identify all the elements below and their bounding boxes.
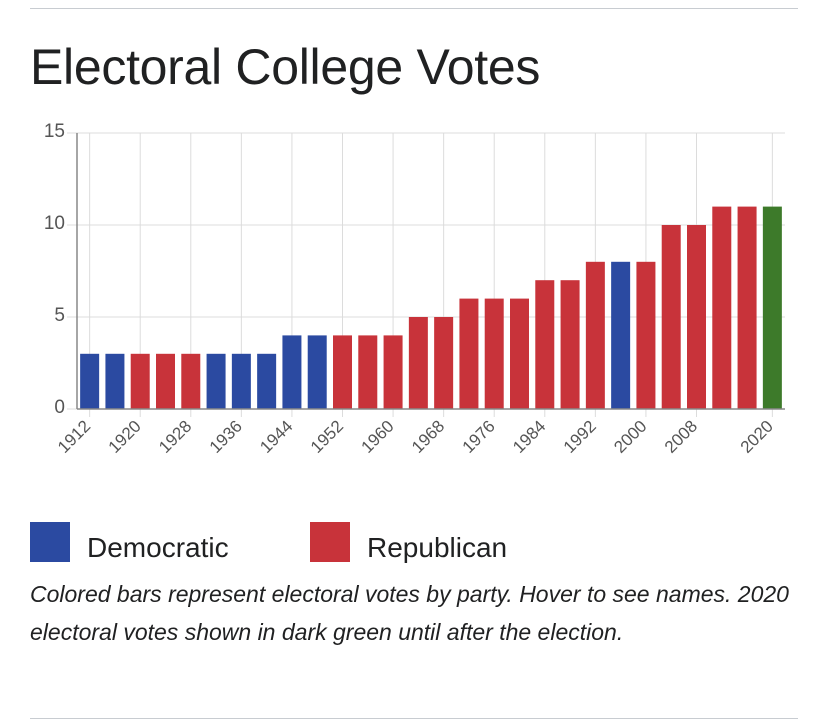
- bar-1928: [181, 353, 201, 409]
- bar-2020: [762, 206, 782, 409]
- top-divider: [30, 8, 798, 9]
- bar-1944: [282, 335, 302, 409]
- bar-1920: [130, 353, 150, 409]
- x-tick-label: 1936: [206, 417, 246, 457]
- x-tick-label: 2000: [610, 417, 650, 457]
- bar-1956: [358, 335, 378, 409]
- x-tick-label: 2008: [661, 417, 701, 457]
- bar-1916: [105, 353, 125, 409]
- bar-1932: [206, 353, 226, 409]
- y-tick-label: 5: [54, 305, 65, 326]
- x-tick-label: 1952: [307, 417, 347, 457]
- legend-label-democratic: Democratic: [87, 532, 229, 563]
- y-tick-label: 15: [44, 121, 65, 142]
- bar-1912: [80, 353, 100, 409]
- bar-1952: [333, 335, 352, 409]
- x-tick-label: 1928: [155, 417, 195, 457]
- x-tick-label: 1920: [105, 417, 145, 457]
- bar-1948: [307, 335, 327, 409]
- bar-1992: [585, 261, 605, 409]
- chart-axes: [76, 133, 785, 410]
- bar-2008: [687, 225, 706, 409]
- x-tick-label: 1992: [560, 417, 600, 457]
- bar-2012: [712, 206, 732, 409]
- bar-1924: [156, 353, 175, 409]
- x-tick-label: 1968: [408, 417, 448, 457]
- legend-swatch-democratic: [30, 522, 70, 562]
- bar-1980: [510, 298, 529, 409]
- bar-2000: [636, 261, 656, 409]
- legend-label-republican: Republican: [367, 532, 508, 563]
- bar-1936: [231, 353, 251, 409]
- bar-2016: [737, 206, 757, 409]
- bottom-divider: [30, 718, 798, 719]
- x-tick-label: 1944: [256, 417, 296, 457]
- electoral-votes-bar-chart: 0 5 10 15 1912 1920 1928 1936 1944 1952 1960 1968 19…: [44, 121, 785, 457]
- x-tick-label: 1976: [459, 417, 499, 457]
- y-tick-label: 10: [44, 213, 65, 234]
- page-title: Electoral College Votes: [30, 39, 541, 95]
- bar-1976: [484, 298, 504, 409]
- y-tick-label: 0: [54, 397, 65, 418]
- bar-1940: [257, 353, 277, 409]
- x-tick-label: 1984: [509, 417, 549, 457]
- legend-swatch-republican: [310, 522, 350, 562]
- x-tick-label: 1960: [357, 417, 397, 457]
- bar-2004: [661, 225, 681, 409]
- bar-1968: [434, 317, 454, 409]
- x-tick-label: 2020: [737, 417, 777, 457]
- bar-1988: [560, 280, 580, 409]
- x-tick-label: 1912: [54, 417, 94, 457]
- bar-1984: [535, 280, 555, 409]
- chart-bars: [80, 206, 782, 409]
- bar-1964: [408, 317, 428, 409]
- legend-item-democratic: Democratic: [30, 522, 229, 563]
- bar-1972: [459, 298, 479, 409]
- legend-item-republican: Republican: [310, 522, 508, 563]
- bar-1960: [383, 335, 403, 409]
- bar-1996: [611, 261, 631, 409]
- chart-caption: Colored bars represent electoral votes b…: [30, 581, 789, 645]
